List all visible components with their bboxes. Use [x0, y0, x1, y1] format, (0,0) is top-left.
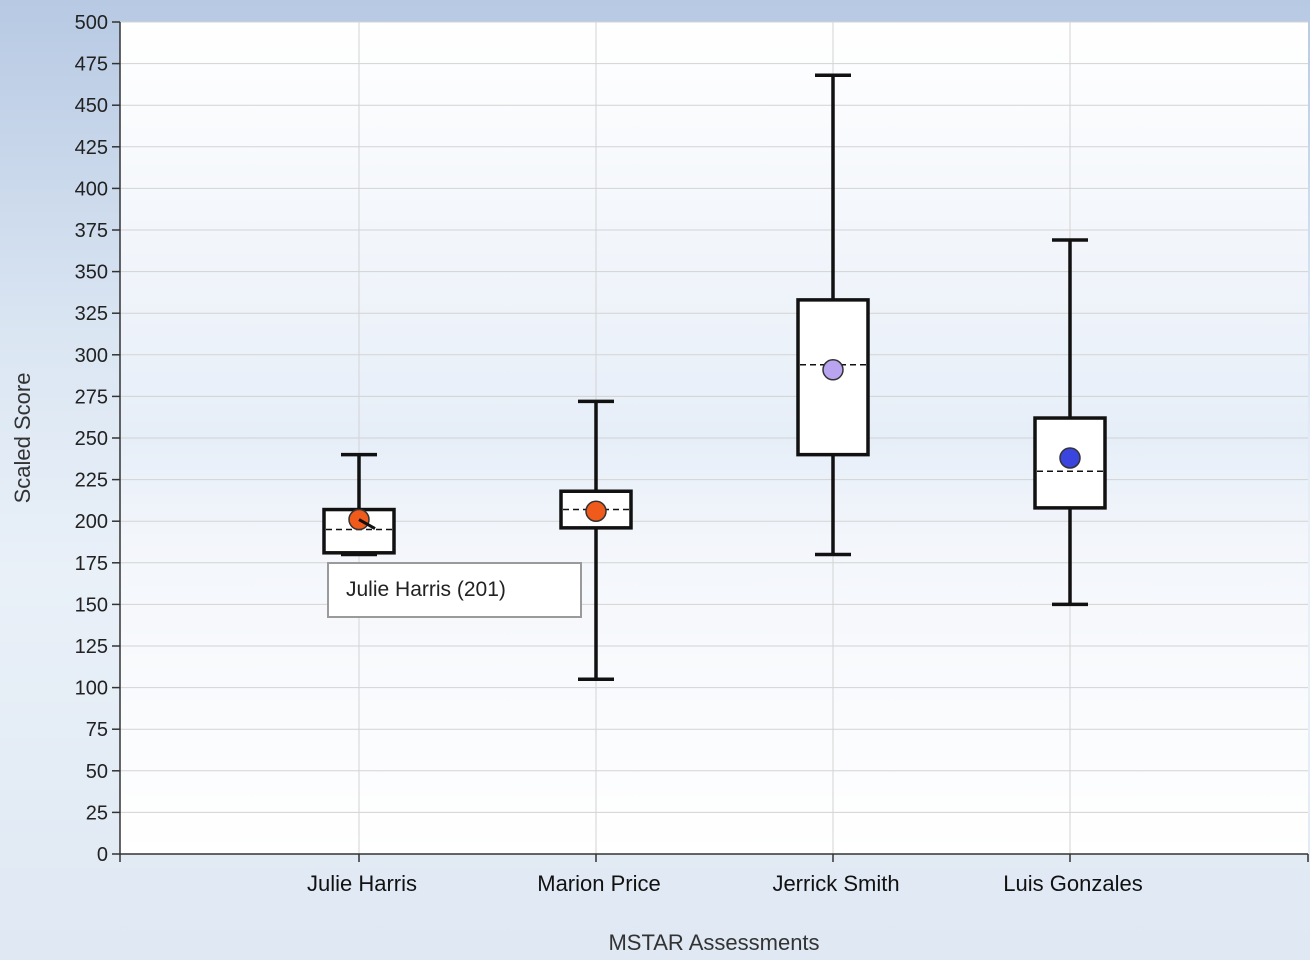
score-marker [1059, 447, 1081, 469]
y-tick-label: 300 [75, 345, 108, 367]
y-tick-label: 225 [75, 470, 108, 492]
y-tick-label: 350 [75, 262, 108, 284]
tooltip-text: Julie Harris (201) [346, 578, 506, 601]
axes: 0 25 50 75 100 125 150 175 200 225 250 275 300 325 350… [75, 12, 1309, 896]
box-jerrick-smith [796, 73, 870, 557]
y-axis-title: Scaled Score [10, 373, 35, 504]
tooltip: Julie Harris (201) [327, 518, 582, 618]
y-tick-label: 100 [75, 678, 108, 700]
y-tick-label: 275 [75, 386, 108, 408]
x-tick-label: Marion Price [537, 871, 660, 896]
y-tick-label: 50 [86, 761, 108, 783]
box-julie-harris [322, 452, 396, 557]
x-tick-label: Julie Harris [307, 871, 417, 896]
x-tick-label: Luis Gonzales [1003, 871, 1142, 896]
y-tick-label: 500 [75, 12, 108, 34]
y-tick-label: 325 [75, 303, 108, 325]
y-tick-label: 425 [75, 137, 108, 159]
box-marion-price [559, 399, 633, 682]
box-luis-gonzales [1033, 238, 1107, 607]
tooltip-box [327, 562, 582, 618]
score-marker [585, 500, 607, 522]
y-tick-label: 375 [75, 220, 108, 242]
y-tick-label: 250 [75, 428, 108, 450]
boxes [322, 73, 1107, 682]
y-tick-label: 25 [86, 802, 108, 824]
y-tick-label: 0 [97, 844, 108, 866]
score-marker [822, 359, 844, 381]
y-tick-label: 75 [86, 719, 108, 741]
tooltip-pointer [358, 518, 376, 530]
y-tick-label: 200 [75, 511, 108, 533]
y-tick-label: 150 [75, 594, 108, 616]
y-tick-label: 450 [75, 95, 108, 117]
y-tick-label: 400 [75, 178, 108, 200]
y-tick-label: 125 [75, 636, 108, 658]
x-tick-label: Jerrick Smith [772, 871, 899, 896]
y-tick-label: 175 [75, 553, 108, 575]
y-tick-label: 475 [75, 54, 108, 76]
x-axis-title: MSTAR Assessments [608, 930, 819, 955]
gridlines [120, 21, 1308, 854]
